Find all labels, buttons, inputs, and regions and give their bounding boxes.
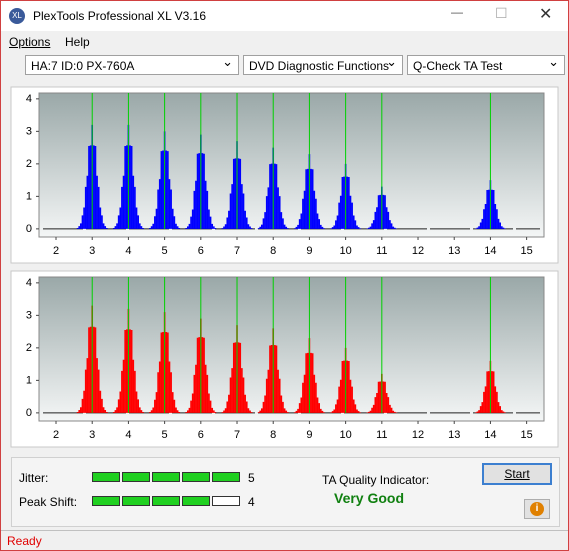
y-tick-label: 4 bbox=[26, 93, 32, 105]
meter-segment bbox=[122, 496, 150, 506]
peak-shift-label: Peak Shift: bbox=[19, 495, 78, 509]
menu-item[interactable]: Help bbox=[65, 35, 90, 49]
meter-segment bbox=[182, 496, 210, 506]
x-tick-label: 3 bbox=[89, 245, 95, 257]
plot-area bbox=[38, 276, 545, 422]
meter-segment bbox=[182, 472, 210, 482]
meter-segment bbox=[212, 472, 240, 482]
x-tick-label: 14 bbox=[484, 245, 496, 257]
x-tick-label: 4 bbox=[125, 429, 131, 441]
meter-segment bbox=[122, 472, 150, 482]
x-tick-label: 8 bbox=[270, 429, 276, 441]
x-tick-label: 6 bbox=[198, 429, 204, 441]
jitter-value: 5 bbox=[248, 471, 255, 485]
y-tick-label: 0 bbox=[26, 223, 32, 235]
meter-segment bbox=[152, 472, 180, 482]
y-tick-label: 3 bbox=[26, 309, 32, 321]
y-tick-label: 3 bbox=[26, 125, 32, 137]
x-tick-label: 12 bbox=[412, 429, 424, 441]
drive-select[interactable]: HA:7 ID:0 PX-760A bbox=[25, 52, 239, 75]
meter-segment bbox=[92, 496, 120, 506]
peak-shift-value: 4 bbox=[248, 495, 255, 509]
status-bar: Ready bbox=[1, 530, 568, 550]
start-button[interactable]: Start bbox=[482, 463, 552, 485]
plot-area bbox=[38, 92, 545, 238]
x-tick-label: 11 bbox=[376, 429, 387, 441]
info-button[interactable]: i bbox=[524, 499, 550, 519]
ta-value: Very Good bbox=[334, 490, 405, 506]
y-tick-label: 2 bbox=[26, 158, 32, 170]
close[interactable]: ✕ bbox=[539, 6, 553, 23]
y-tick-label: 2 bbox=[26, 342, 32, 354]
x-tick-label: 11 bbox=[376, 245, 387, 257]
meter-segment bbox=[152, 496, 180, 506]
x-tick-label: 2 bbox=[53, 245, 59, 257]
x-tick-label: 9 bbox=[306, 245, 312, 257]
menu-item[interactable]: Options bbox=[9, 35, 51, 49]
x-tick-label: 12 bbox=[412, 245, 424, 257]
x-tick-label: 4 bbox=[125, 245, 131, 257]
meter-segment bbox=[212, 496, 240, 506]
x-tick-label: 2 bbox=[53, 429, 59, 441]
x-tick-label: 8 bbox=[270, 245, 276, 257]
minimize[interactable]: — bbox=[451, 5, 463, 19]
results-panel: Jitter: 5 Peak Shift: 4 TA Quality Indic… bbox=[11, 457, 560, 527]
x-tick-label: 7 bbox=[234, 245, 240, 257]
x-tick-label: 9 bbox=[306, 429, 312, 441]
maximize[interactable]: ☐ bbox=[495, 5, 508, 21]
ta-label: TA Quality Indicator: bbox=[322, 473, 430, 487]
x-tick-label: 3 bbox=[89, 429, 95, 441]
y-tick-label: 4 bbox=[26, 277, 32, 289]
jitter-label: Jitter: bbox=[19, 471, 49, 485]
x-tick-label: 13 bbox=[448, 429, 460, 441]
test-select[interactable]: Q-Check TA Test bbox=[407, 52, 565, 75]
x-tick-label: 10 bbox=[339, 429, 351, 441]
x-tick-label: 15 bbox=[520, 429, 532, 441]
app-icon: XL bbox=[9, 8, 25, 24]
x-tick-label: 15 bbox=[520, 245, 532, 257]
y-tick-label: 1 bbox=[26, 190, 32, 202]
meter-segment bbox=[92, 472, 120, 482]
window-title: PlexTools Professional XL V3.16 bbox=[33, 9, 206, 23]
x-tick-label: 6 bbox=[198, 245, 204, 257]
function-select[interactable]: DVD Diagnostic Functions bbox=[243, 52, 403, 75]
status-text: Ready bbox=[7, 534, 42, 548]
x-tick-label: 10 bbox=[339, 245, 351, 257]
x-tick-label: 14 bbox=[484, 429, 496, 441]
y-tick-label: 0 bbox=[26, 407, 32, 419]
x-tick-label: 7 bbox=[234, 429, 240, 441]
x-tick-label: 5 bbox=[162, 429, 168, 441]
title-bar: XL PlexTools Professional XL V3.16 — ☐ ✕ bbox=[1, 1, 568, 31]
y-tick-label: 1 bbox=[26, 374, 32, 386]
x-tick-label: 5 bbox=[162, 245, 168, 257]
x-tick-label: 13 bbox=[448, 245, 460, 257]
